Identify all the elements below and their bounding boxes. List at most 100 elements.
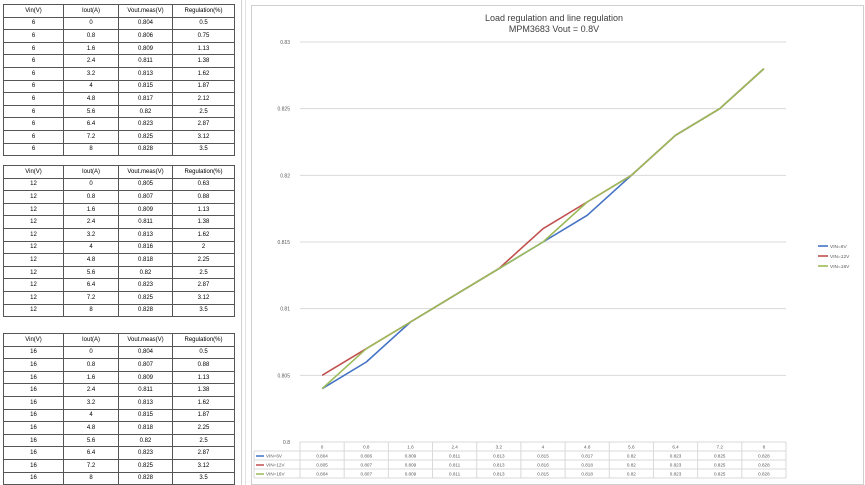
table-cell: 1.13 bbox=[172, 370, 235, 385]
table-cell: 16 bbox=[3, 433, 64, 448]
vin-16v-table: Vin(V) Iout(A) Vout.meas(V) Regulation(%) 1… bbox=[3, 333, 235, 485]
column-divider bbox=[241, 0, 242, 485]
table-row: 6 6.4 0.823 2.87 bbox=[3, 117, 235, 131]
y-tick-label: 0.815 bbox=[277, 240, 290, 246]
table-row: 6 5.6 0.82 2.5 bbox=[3, 104, 235, 119]
chart-container[interactable]: Load regulation and line regulation MPM3… bbox=[251, 5, 864, 485]
table-row: 12 5.6 0.82 2.5 bbox=[3, 265, 235, 280]
table-cell: 12 bbox=[3, 253, 64, 267]
table-row: 16 4.8 0.818 2.25 bbox=[3, 421, 235, 435]
table-cell: 2.4 bbox=[63, 215, 119, 229]
x-category-label: 1.6 bbox=[407, 445, 414, 450]
table-cell: 0.809 bbox=[118, 202, 173, 217]
table-row: 6 8 0.828 3.5 bbox=[3, 142, 235, 157]
table-cell: 5.6 bbox=[63, 104, 119, 119]
data-table-series-name: VIN=6V bbox=[266, 454, 283, 459]
table-cell: 3.2 bbox=[63, 66, 119, 81]
x-category-label: 5.6 bbox=[628, 445, 635, 450]
table-cell: 7.2 bbox=[63, 458, 119, 473]
table-cell: 0 bbox=[63, 16, 119, 31]
table-cell: 12 bbox=[3, 202, 64, 217]
table-cell: 6 bbox=[3, 66, 64, 81]
table-cell: 6 bbox=[3, 92, 64, 106]
table-cell: 0.813 bbox=[118, 66, 173, 81]
column-header: Regulation(%) bbox=[172, 333, 235, 347]
table-cell: 0.809 bbox=[118, 370, 173, 385]
legend-label: VIN=16V bbox=[830, 264, 850, 270]
table-cell: 16 bbox=[3, 358, 64, 372]
table-cell: 16 bbox=[3, 471, 64, 485]
x-category-label: 8 bbox=[763, 445, 766, 450]
data-table-value: 0.813 bbox=[493, 463, 505, 468]
data-table-series-name: VIN=12V bbox=[266, 463, 285, 468]
table-cell: 0.811 bbox=[118, 215, 173, 229]
table-cell: 12 bbox=[3, 278, 64, 292]
data-table-value: 0.818 bbox=[581, 463, 593, 468]
data-table-value: 0.828 bbox=[758, 472, 770, 477]
data-table-value: 0.813 bbox=[493, 454, 505, 459]
data-table-value: 0.823 bbox=[670, 454, 682, 459]
table-cell: 0.8 bbox=[63, 190, 119, 204]
column-header: Vin(V) bbox=[3, 4, 64, 18]
table-cell: 0.823 bbox=[118, 278, 173, 292]
table-cell: 4.8 bbox=[63, 253, 119, 267]
table-cell: 3.5 bbox=[172, 142, 235, 157]
table-cell: 0.809 bbox=[118, 41, 173, 56]
table-cell: 4 bbox=[63, 408, 119, 423]
table-cell: 0.75 bbox=[172, 29, 235, 43]
table-row: 16 5.6 0.82 2.5 bbox=[3, 433, 235, 448]
x-category-label: 4 bbox=[542, 445, 545, 450]
x-category-label: 6.4 bbox=[672, 445, 679, 450]
table-cell: 0.804 bbox=[118, 16, 173, 31]
table-cell: 16 bbox=[3, 408, 64, 423]
table-cell: 2.5 bbox=[172, 433, 235, 448]
table-cell: 3.12 bbox=[172, 129, 235, 144]
table-row: 6 4 0.815 1.87 bbox=[3, 79, 235, 94]
table-cell: 5.6 bbox=[63, 433, 119, 448]
table-cell: 4.8 bbox=[63, 92, 119, 106]
table-cell: 2.4 bbox=[63, 383, 119, 397]
data-table-value: 0.823 bbox=[670, 472, 682, 477]
legend-label: VIN=6V bbox=[830, 244, 847, 250]
table-cell: 0.817 bbox=[118, 92, 173, 106]
table-row: 16 0.8 0.807 0.88 bbox=[3, 358, 235, 372]
table-row: 6 7.2 0.825 3.12 bbox=[3, 129, 235, 144]
table-row: 16 0 0.804 0.5 bbox=[3, 345, 235, 360]
table-cell: 0.828 bbox=[118, 471, 173, 485]
table-cell: 12 bbox=[3, 303, 64, 318]
table-cell: 6 bbox=[3, 29, 64, 43]
column-header: Vout.meas(V) bbox=[118, 165, 173, 179]
y-tick-label: 0.83 bbox=[280, 40, 290, 46]
table-row: 16 4 0.815 1.87 bbox=[3, 408, 235, 423]
data-table-value: 0.813 bbox=[493, 472, 505, 477]
table-row: 6 0.8 0.806 0.75 bbox=[3, 29, 235, 43]
table-cell: 0 bbox=[63, 177, 119, 192]
x-category-label: 3.2 bbox=[496, 445, 503, 450]
table-row: 6 2.4 0.811 1.38 bbox=[3, 54, 235, 68]
data-table-value: 0.807 bbox=[361, 463, 373, 468]
table-cell: 0.5 bbox=[172, 345, 235, 360]
table-cell: 6 bbox=[3, 41, 64, 56]
table-cell: 7.2 bbox=[63, 129, 119, 144]
table-cell: 8 bbox=[63, 471, 119, 485]
table-cell: 0.8 bbox=[63, 358, 119, 372]
y-tick-label: 0.805 bbox=[277, 373, 290, 379]
series-line-vin-12v bbox=[321, 68, 765, 376]
y-tick-label: 0.82 bbox=[280, 173, 290, 179]
table-row: 12 6.4 0.823 2.87 bbox=[3, 278, 235, 292]
data-table-value: 0.828 bbox=[758, 454, 770, 459]
table-cell: 4.8 bbox=[63, 421, 119, 435]
table-row: 16 2.4 0.811 1.38 bbox=[3, 383, 235, 397]
column-header: Iout(A) bbox=[63, 165, 119, 179]
table-cell: 0.82 bbox=[118, 265, 173, 280]
x-category-label: 2.4 bbox=[451, 445, 458, 450]
x-category-label: 4.8 bbox=[584, 445, 591, 450]
data-table-value: 0.809 bbox=[405, 472, 417, 477]
table-cell: 3.12 bbox=[172, 458, 235, 473]
column-header: Regulation(%) bbox=[172, 165, 235, 179]
table-header-row: Vin(V) Iout(A) Vout.meas(V) Regulation(%) bbox=[3, 4, 235, 18]
table-cell: 0.805 bbox=[118, 177, 173, 192]
table-cell: 6 bbox=[3, 142, 64, 157]
x-category-label: 7.2 bbox=[717, 445, 724, 450]
table-row: 16 6.4 0.823 2.87 bbox=[3, 446, 235, 460]
